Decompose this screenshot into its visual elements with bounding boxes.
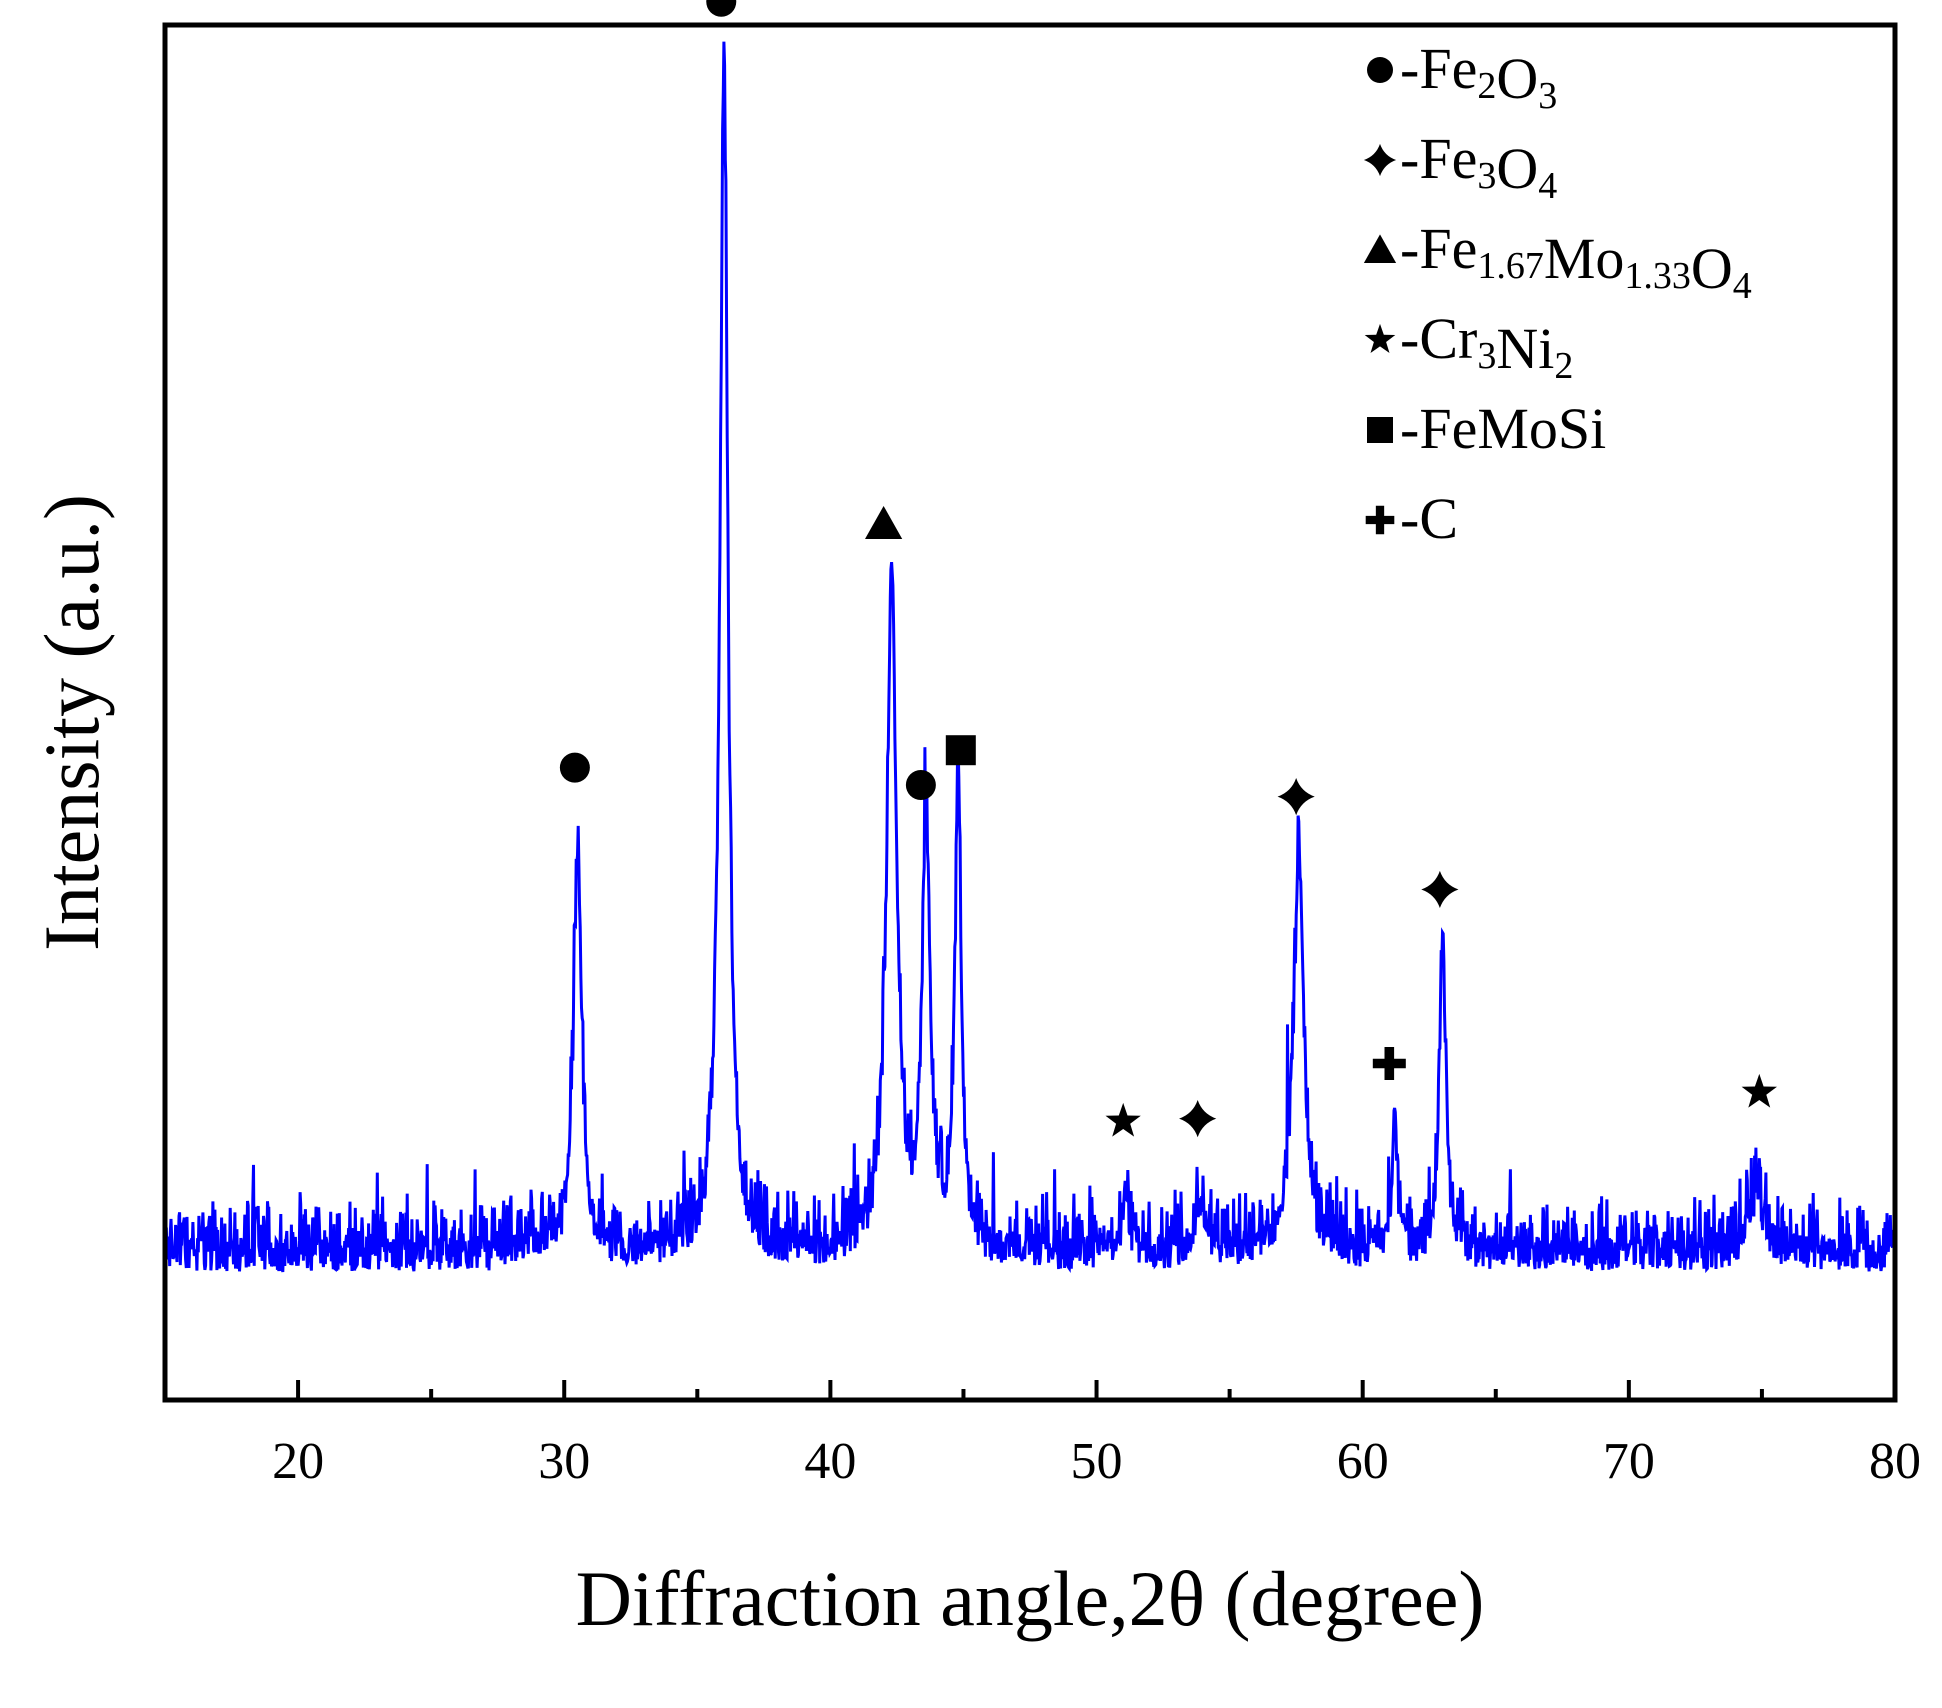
diamond-marker-icon xyxy=(1277,778,1315,816)
y-axis-label: Intensity (a.u.) xyxy=(28,494,115,951)
legend-subscript: 3 xyxy=(1477,155,1496,197)
legend-prefix: - xyxy=(1400,396,1419,461)
star-marker-icon xyxy=(1105,1102,1141,1137)
legend-text-part: Cr xyxy=(1419,306,1477,371)
legend-prefix: - xyxy=(1400,36,1419,101)
x-axis-label: Diffraction angle,2θ (degree) xyxy=(576,1555,1485,1642)
legend-label: -Fe2O3 xyxy=(1400,36,1557,117)
legend-entry: -C xyxy=(1365,486,1458,551)
legend-text-part: Mo xyxy=(1544,226,1625,291)
x-axis-ticks: 20 30 40 50 60 70 80 xyxy=(163,1380,1921,1490)
legend-text-part: O xyxy=(1496,136,1538,201)
circle-marker-icon xyxy=(905,770,936,801)
legend-entry: -Fe1.67Mo1.33O4 xyxy=(1363,216,1752,307)
x-tick-label: 40 xyxy=(804,1433,856,1490)
legend-text-part: Fe xyxy=(1419,126,1477,191)
legend-prefix: - xyxy=(1400,216,1419,281)
legend-label: -C xyxy=(1400,486,1458,551)
legend-text-part: C xyxy=(1419,486,1458,551)
square-marker-icon xyxy=(945,735,976,766)
circle-marker-icon xyxy=(559,752,590,783)
cross-legend-icon xyxy=(1365,505,1395,535)
legend-label: -FeMoSi xyxy=(1400,396,1606,461)
legend-subscript: 1.33 xyxy=(1624,255,1691,297)
legend-prefix: - xyxy=(1400,126,1419,191)
diamond-legend-icon xyxy=(1363,143,1397,177)
circle-marker-icon xyxy=(706,0,737,17)
cross-marker-icon xyxy=(1372,1047,1406,1081)
legend-prefix: - xyxy=(1400,306,1419,371)
legend-entry: -Fe3O4 xyxy=(1363,126,1557,207)
x-tick-label: 50 xyxy=(1071,1433,1123,1490)
legend-text-part: O xyxy=(1691,236,1733,301)
legend-prefix: - xyxy=(1400,486,1419,551)
diamond-marker-icon xyxy=(1179,1100,1217,1138)
diamond-marker-icon xyxy=(1421,870,1459,909)
star-legend-icon xyxy=(1364,323,1396,353)
legend-subscript: 1.67 xyxy=(1477,245,1544,287)
legend-label: -Fe3O4 xyxy=(1400,126,1557,207)
triangle-legend-icon xyxy=(1363,234,1397,263)
legend-entry: -Fe2O3 xyxy=(1367,36,1557,117)
circle-legend-icon xyxy=(1367,57,1393,83)
legend-subscript: 3 xyxy=(1477,335,1496,377)
plot-area xyxy=(163,41,1897,1274)
legend-entry: -FeMoSi xyxy=(1367,396,1606,461)
legend-subscript: 4 xyxy=(1733,265,1752,307)
legend-subscript: 4 xyxy=(1538,165,1557,207)
x-tick-label: 70 xyxy=(1603,1433,1655,1490)
legend-subscript: 3 xyxy=(1538,75,1557,117)
legend-text-part: Fe xyxy=(1419,36,1477,101)
legend: -Fe2O3-Fe3O4-Fe1.67Mo1.33O4-Cr3Ni2-FeMoS… xyxy=(1363,36,1752,551)
xrd-series-line xyxy=(163,41,1897,1274)
legend-text-part: Ni xyxy=(1496,316,1554,381)
square-legend-icon xyxy=(1367,417,1393,443)
legend-subscript: 2 xyxy=(1477,65,1496,107)
legend-subscript: 2 xyxy=(1554,345,1573,387)
legend-text-part: O xyxy=(1496,46,1538,111)
star-marker-icon xyxy=(1741,1073,1777,1108)
legend-label: -Fe1.67Mo1.33O4 xyxy=(1400,216,1752,307)
triangle-marker-icon xyxy=(865,505,903,539)
plot-frame xyxy=(162,22,1898,1403)
x-tick-label: 30 xyxy=(538,1433,590,1490)
legend-label: -Cr3Ni2 xyxy=(1400,306,1573,387)
x-tick-label: 80 xyxy=(1869,1433,1921,1490)
peak-markers xyxy=(559,0,1777,1138)
x-tick-label: 20 xyxy=(272,1433,324,1490)
legend-entry: -Cr3Ni2 xyxy=(1364,306,1573,387)
legend-text-part: FeMoSi xyxy=(1419,396,1606,461)
legend-text-part: Fe xyxy=(1419,216,1477,281)
x-tick-label: 60 xyxy=(1337,1433,1389,1490)
